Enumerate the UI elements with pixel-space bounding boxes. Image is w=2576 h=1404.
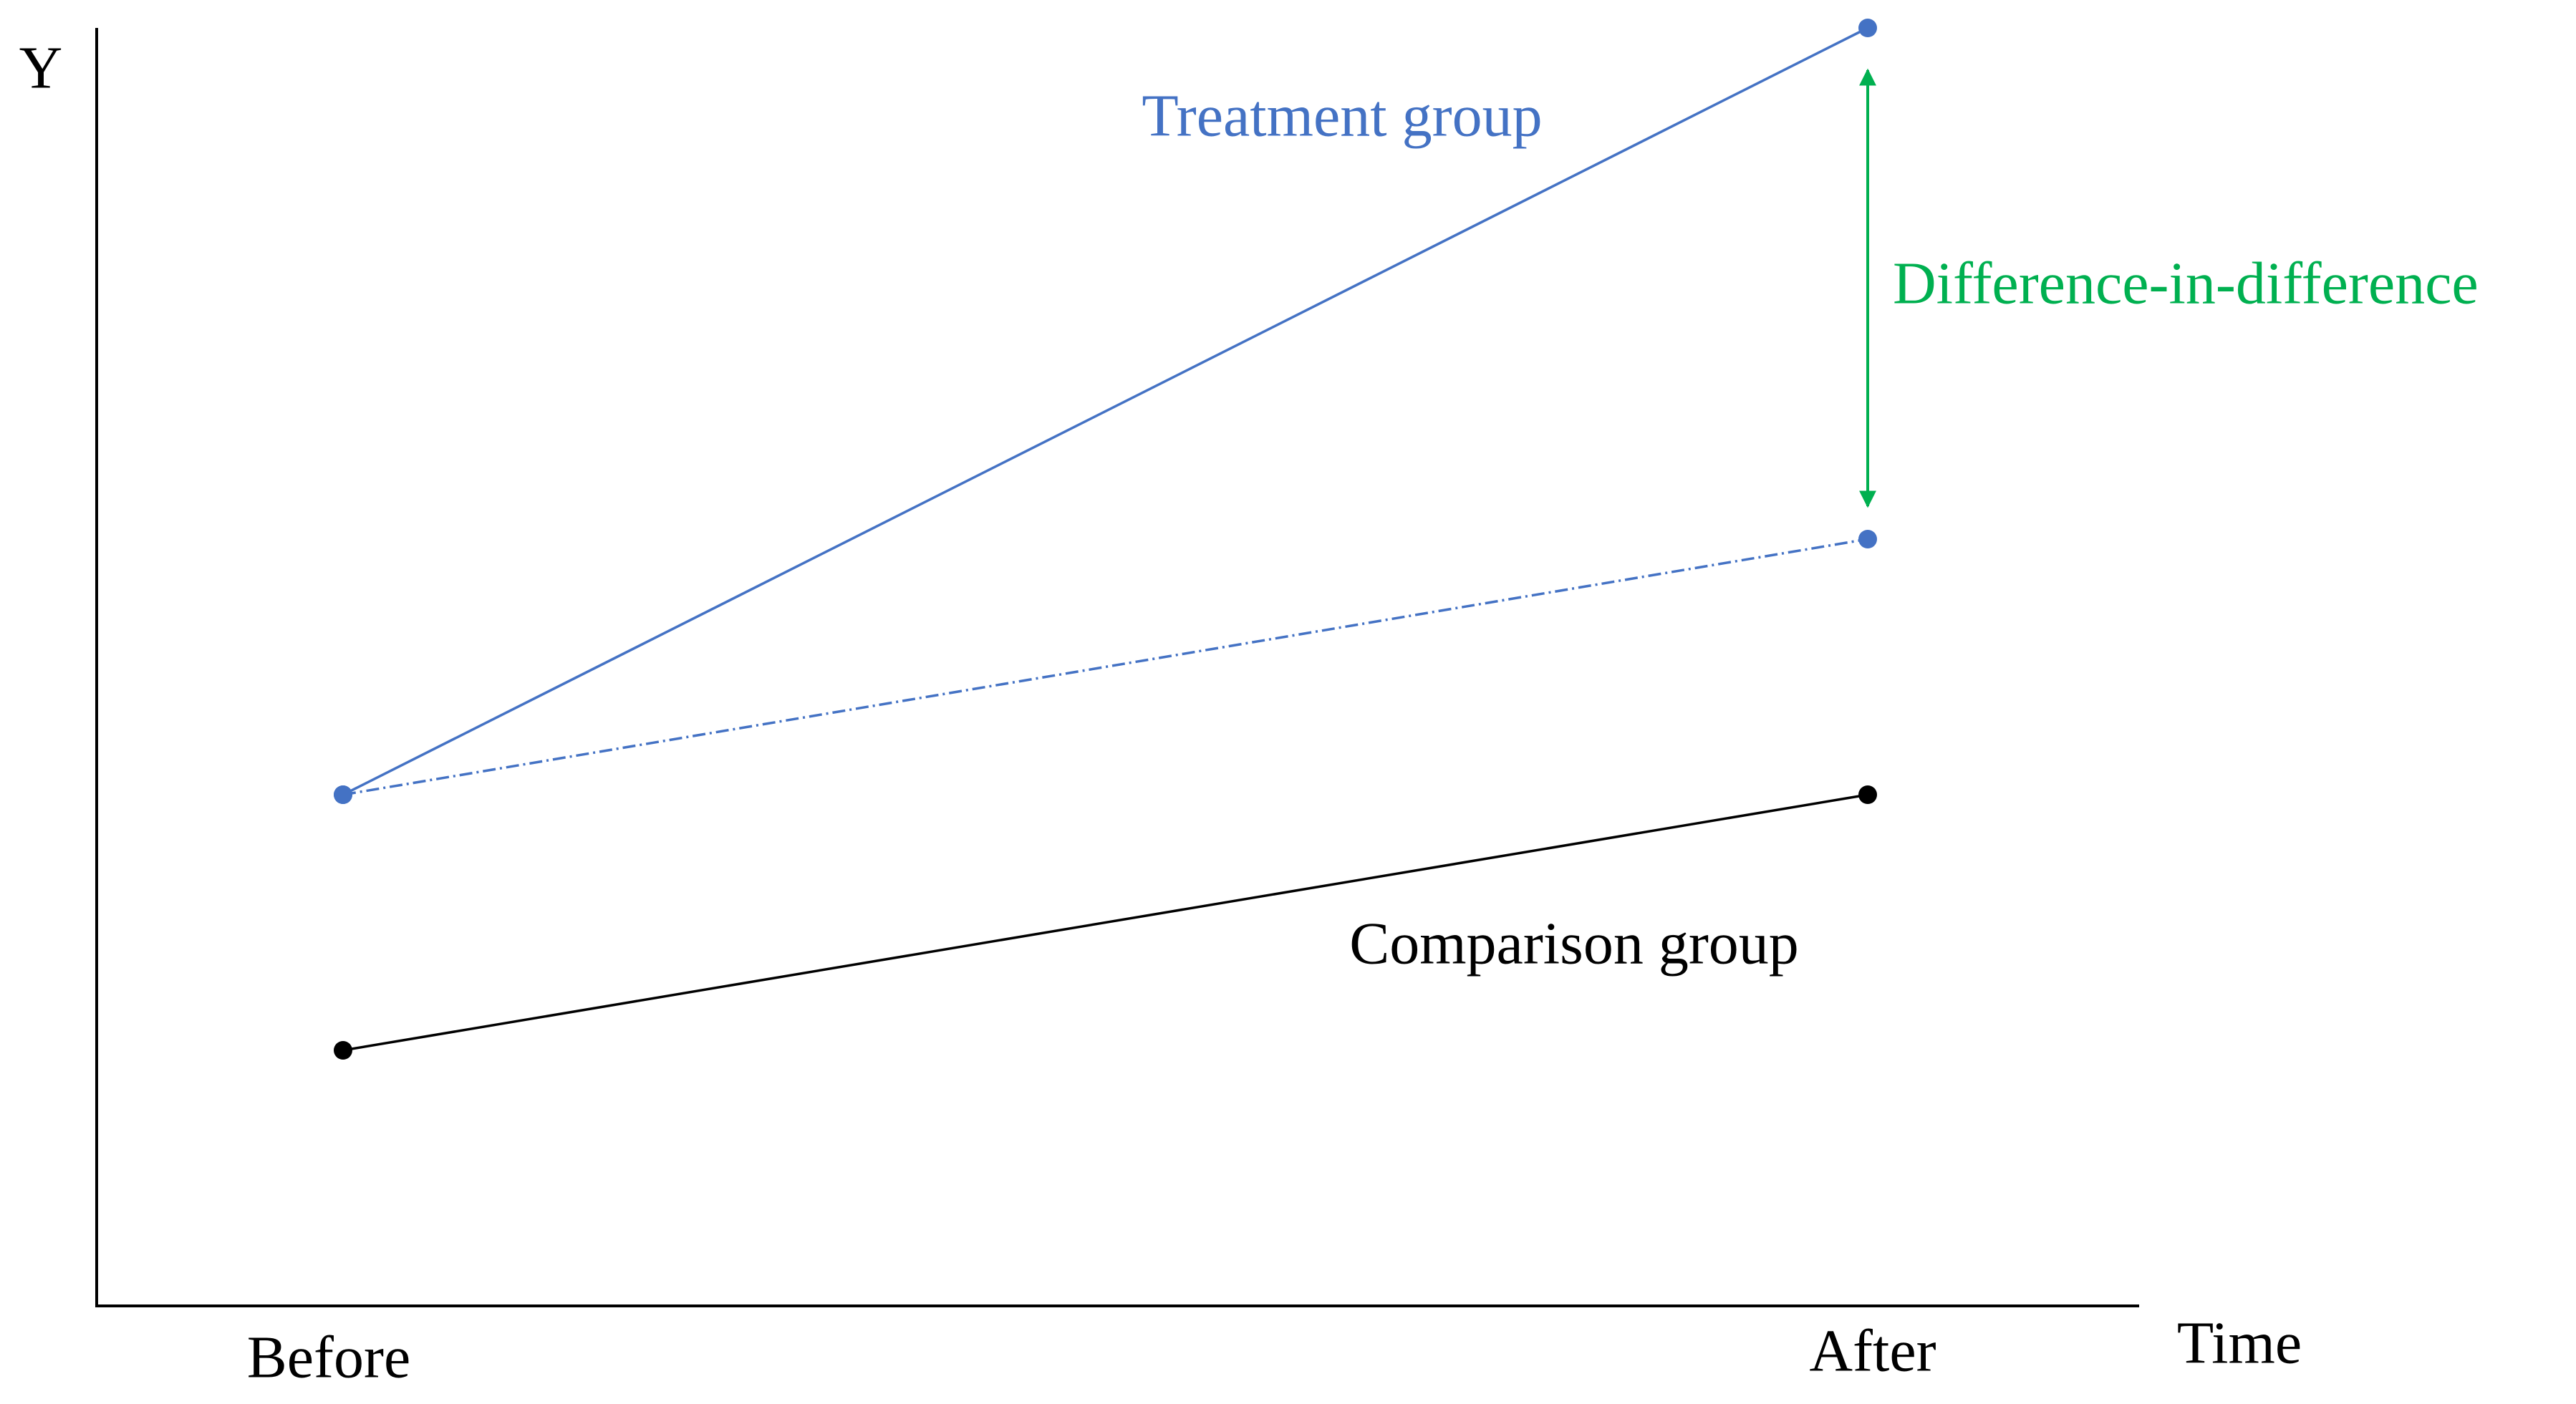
- data-point: [1858, 19, 1877, 37]
- data-point: [1858, 785, 1877, 804]
- x-tick-label: After: [1809, 1317, 1936, 1384]
- data-point: [1858, 530, 1877, 548]
- series-label: Comparison group: [1349, 910, 1799, 977]
- data-point: [334, 785, 352, 804]
- data-point: [334, 1041, 352, 1060]
- x-axis-label: Time: [2177, 1309, 2302, 1376]
- annotation: Difference-in-difference: [1893, 250, 2479, 316]
- series-line: [342, 793, 1868, 1052]
- series-line: [342, 26, 1868, 796]
- x-tick-label: Before: [247, 1324, 411, 1390]
- series-line: [342, 538, 1868, 796]
- y-axis-label: Y: [19, 34, 63, 101]
- series-label: Treatment group: [1142, 82, 1542, 149]
